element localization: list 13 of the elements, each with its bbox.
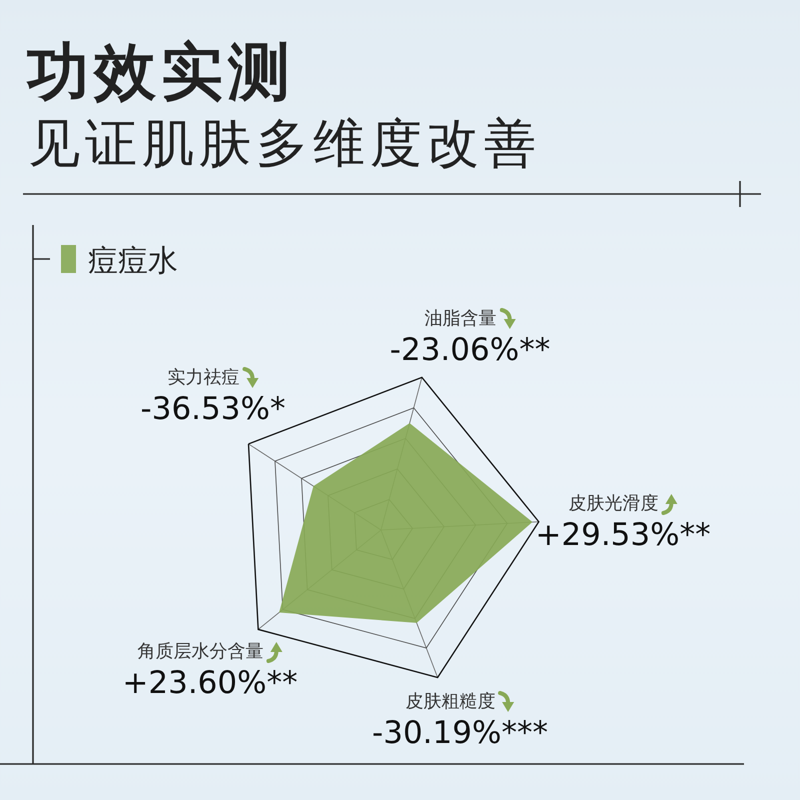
spoke-label: 角质层水分含量: [138, 640, 264, 664]
spoke-label: 皮肤光滑度: [568, 492, 658, 516]
spoke-label: 实力祛痘: [167, 366, 240, 390]
chart-title: 功效实测: [27, 35, 295, 108]
spoke-label: 油脂含量: [424, 307, 496, 331]
legend-label: 痘痘水: [88, 244, 178, 279]
text: +29.53%**: [535, 517, 711, 553]
text: -30.19%***: [372, 715, 548, 751]
spoke-label: 皮肤粗糙度: [405, 690, 496, 714]
text: -23.06%**: [390, 332, 550, 368]
chart-subtitle: 见证肌肤多维度改善: [28, 114, 541, 174]
text: +23.60%**: [122, 665, 298, 701]
text: -36.53%*: [140, 391, 286, 427]
